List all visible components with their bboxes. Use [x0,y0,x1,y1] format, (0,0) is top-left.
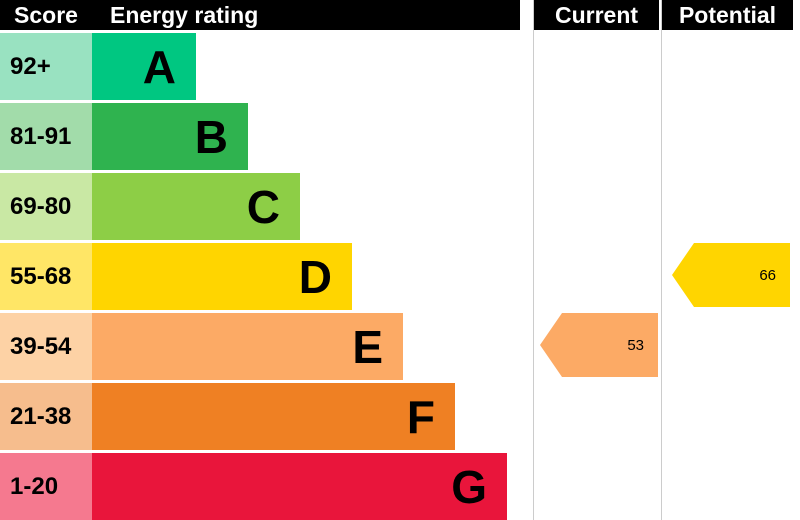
current-rating-value: 53 [627,336,644,354]
rating-letter: F [406,390,435,443]
band-row-g: 1-20 G [0,450,533,520]
rating-letter: G [451,460,487,513]
rating-letter: C [246,180,280,233]
score-cell: 21-38 [0,383,92,450]
rating-bar: B [92,103,248,170]
current-rating-arrow: 53 [540,313,658,377]
score-cell: 92+ [0,33,92,100]
score-cell: 55-68 [0,243,92,310]
rating-letter: D [298,250,332,303]
rating-bar: E [92,313,403,380]
rating-bar: D [92,243,352,310]
score-cell: 1-20 [0,453,92,520]
rating-bar: F [92,383,455,450]
band-row-f: 21-38 F [0,380,533,450]
energy-rating-column-header: Energy rating [110,1,259,28]
header-score-rating: Score Energy rating [0,0,520,30]
score-column-header: Score [14,1,78,28]
score-cell: 39-54 [0,313,92,380]
column-divider-current [533,0,534,520]
band-row-a: 92+ A [0,30,533,100]
band-row-d: 55-68 D [0,240,533,310]
current-column-header: Current [534,0,659,30]
rating-bands: 92+ A 81-91 B 69-80 C [0,30,533,520]
score-cell: 69-80 [0,173,92,240]
score-cell: 81-91 [0,103,92,170]
rating-letter: E [352,320,383,373]
rating-letter: B [194,110,228,163]
rating-bar: A [92,33,196,100]
potential-column-header: Potential [662,0,793,30]
band-row-c: 69-80 C [0,170,533,240]
band-row-b: 81-91 B [0,100,533,170]
potential-rating-value: 66 [759,266,776,284]
rating-letter: A [142,40,176,93]
potential-rating-arrow: 66 [672,243,790,307]
band-row-e: 39-54 E [0,310,533,380]
rating-bar: C [92,173,300,240]
rating-bar: G [92,453,507,520]
column-divider-potential [661,0,662,520]
